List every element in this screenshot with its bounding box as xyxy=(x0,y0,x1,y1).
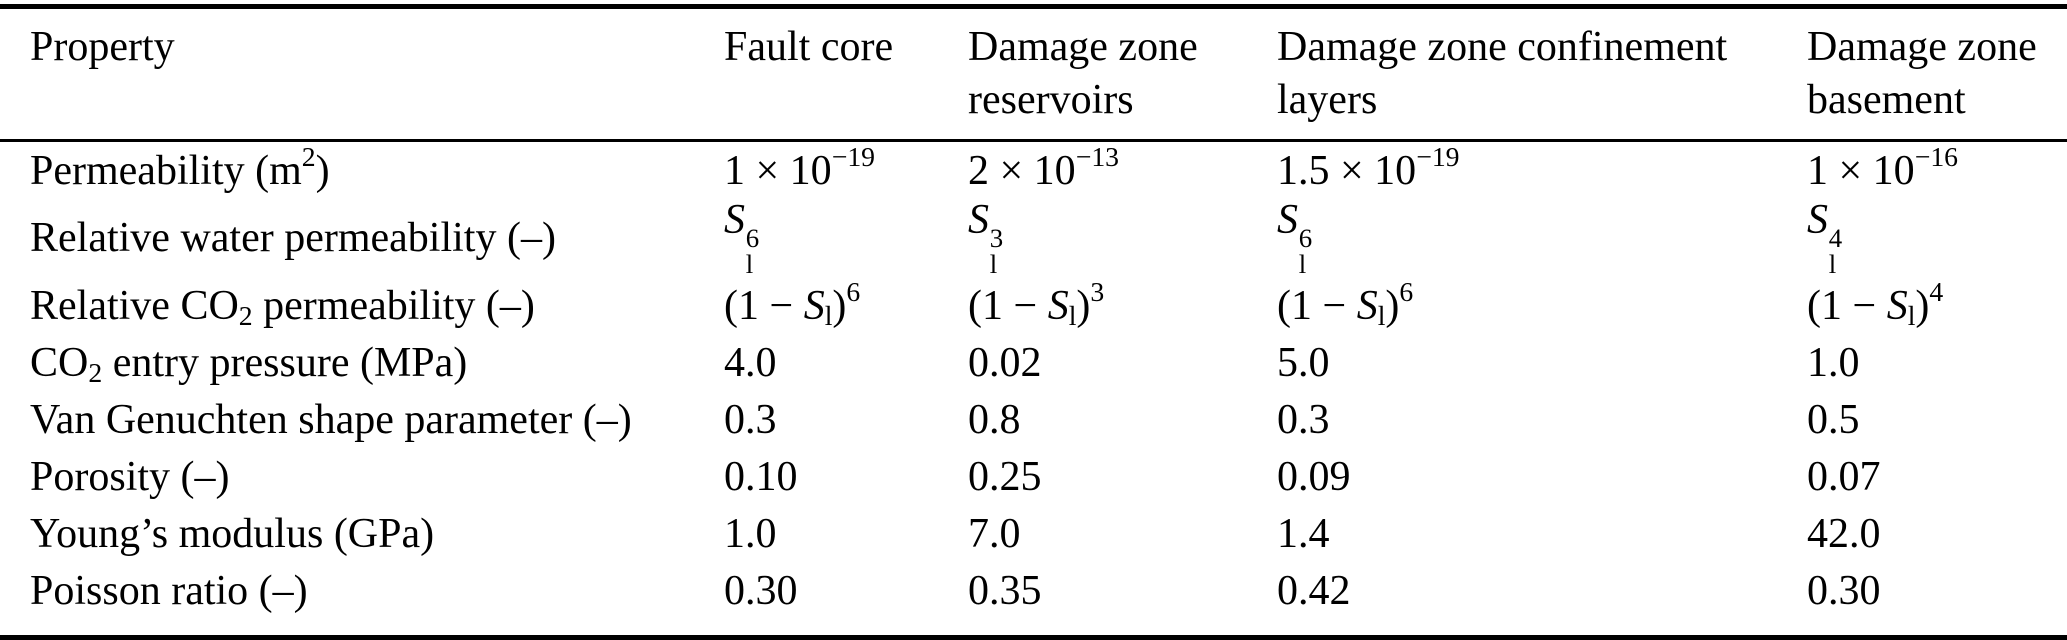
column-header-fault-core: Fault core xyxy=(724,6,968,142)
value-cell: 2 × 10−13 xyxy=(968,141,1120,194)
table-row: Van Genuchten shape parameter (–) 0.3 0.8 0… xyxy=(0,391,2067,448)
value-cell: 0.3 xyxy=(724,396,777,443)
property-cell: CO2 entry pressure (MPa) xyxy=(30,339,468,388)
value-cell: 0.35 xyxy=(968,567,1042,614)
fault-properties-table: Property Fault core Damage zone reservoi… xyxy=(0,4,2067,640)
table-row: Poisson ratio (–) 0.30 0.35 0.42 0.30 xyxy=(0,562,2067,638)
property-cell: Porosity (–) xyxy=(30,453,230,500)
value-cell: 0.30 xyxy=(1807,567,1881,614)
value-cell: 0.07 xyxy=(1807,453,1881,500)
table-header: Property Fault core Damage zone reservoi… xyxy=(0,6,2067,142)
value-cell: (1 − Sl)3 xyxy=(968,276,1105,331)
table-row: CO2 entry pressure (MPa) 4.0 0.02 5.0 1.0 xyxy=(0,334,2067,391)
value-cell: 0.02 xyxy=(968,339,1042,386)
property-cell: Relative water permeability (–) xyxy=(30,215,556,262)
value-cell: 1 × 10−19 xyxy=(724,141,876,194)
value-cell: 1.0 xyxy=(724,510,777,557)
value-cell: 0.09 xyxy=(1277,453,1351,500)
column-header-damage-zone-basement: Damage zone basement xyxy=(1807,6,2067,142)
value-cell: 7.0 xyxy=(968,510,1021,557)
header-row: Property Fault core Damage zone reservoi… xyxy=(0,6,2067,142)
property-cell: Permeability (m2) xyxy=(30,141,330,194)
value-cell: 1.4 xyxy=(1277,510,1330,557)
table-row: Relative water permeability (–) S 6 l S 3 l S 6 l… xyxy=(0,199,2067,277)
value-cell: 1.5 × 10−19 xyxy=(1277,141,1460,194)
value-cell: 0.25 xyxy=(968,453,1042,500)
value-cell: (1 − Sl)6 xyxy=(724,276,861,331)
value-cell: 0.30 xyxy=(724,567,798,614)
value-cell: 0.3 xyxy=(1277,396,1330,443)
value-cell: 42.0 xyxy=(1807,510,1881,557)
value-cell: 0.42 xyxy=(1277,567,1351,614)
property-cell: Relative CO2 permeability (–) xyxy=(30,282,535,331)
value-cell: 0.8 xyxy=(968,396,1021,443)
table-row: Permeability (m2) 1 × 10−19 2 × 10−13 1.5 ×… xyxy=(0,141,2067,200)
value-cell: (1 − Sl)4 xyxy=(1807,276,1944,331)
value-cell: 1 × 10−16 xyxy=(1807,141,1959,194)
column-header-damage-zone-reservoirs: Damage zone reservoirs xyxy=(968,6,1277,142)
table-body: Permeability (m2) 1 × 10−19 2 × 10−13 1.5 ×… xyxy=(0,141,2067,638)
value-cell: 1.0 xyxy=(1807,339,1860,386)
table-row: Porosity (–) 0.10 0.25 0.09 0.07 xyxy=(0,448,2067,505)
value-cell: 0.10 xyxy=(724,453,798,500)
column-header-damage-zone-confinement-layers: Damage zone confinement layers xyxy=(1277,6,1807,142)
property-cell: Poisson ratio (–) xyxy=(30,567,308,614)
table-row: Relative CO2 permeability (–) (1 − Sl)6 (1… xyxy=(0,277,2067,334)
property-cell: Young’s modulus (GPa) xyxy=(30,510,435,557)
value-cell: 0.5 xyxy=(1807,396,1860,443)
value-cell: 5.0 xyxy=(1277,339,1330,386)
value-cell: 4.0 xyxy=(724,339,777,386)
column-header-property: Property xyxy=(0,6,724,142)
paper-table-figure: Property Fault core Damage zone reservoi… xyxy=(0,4,2067,640)
value-cell: (1 − Sl)6 xyxy=(1277,276,1414,331)
property-cell: Van Genuchten shape parameter (–) xyxy=(30,396,632,443)
table-row: Young’s modulus (GPa) 1.0 7.0 1.4 42.0 xyxy=(0,505,2067,562)
